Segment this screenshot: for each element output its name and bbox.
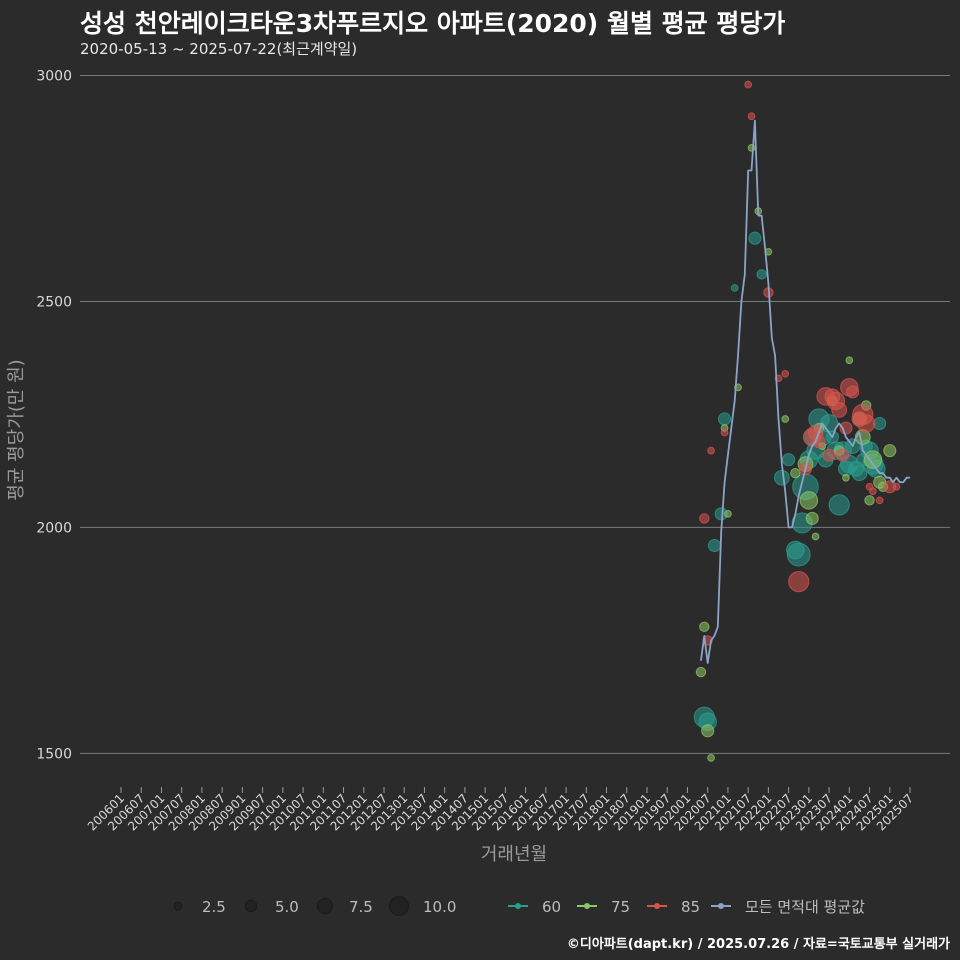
data-point-85 [707,446,715,455]
data-point-85 [892,482,901,491]
data-point-85 [781,369,790,378]
size-legend-dot [389,896,409,916]
data-point-85 [699,513,710,524]
size-legend-dot [244,899,258,913]
series-legend-label: 60 [542,898,561,916]
legend: 2.5 5.0 7.5 10.0 60 75 85 모든 면적대 평균값 [173,896,865,916]
source-caption: ©디아파트(dapt.kr) / 2025.07.26 / 자료=국토교통부 실… [566,937,950,952]
data-point-85 [720,428,729,437]
y-tick-label: 2000 [36,520,72,536]
data-point-60 [707,538,721,553]
series-legend-dot [515,903,521,909]
data-point-60 [782,453,796,467]
data-point-75 [781,415,790,423]
x-axis-title: 거래년월 [481,844,547,865]
series-legend-dot [718,903,724,909]
chart-title: 성성 천안레이크타운3차푸르지오 아파트(2020) 월별 평균 평당가 [80,9,786,38]
data-point-75 [699,621,710,633]
data-point-75 [799,491,819,510]
average-line [700,119,910,664]
size-legend-label: 2.5 [202,898,226,916]
data-point-75 [695,666,707,678]
size-legend-label: 7.5 [349,898,373,916]
data-point-85 [788,571,810,593]
data-point-85 [836,448,850,462]
data-point-75 [845,356,854,365]
data-point-85 [747,112,756,121]
data-point-60 [873,416,887,431]
data-point-60 [786,542,811,567]
data-point-85 [856,414,876,433]
data-point-60 [828,494,850,516]
data-point-85 [822,448,836,462]
size-legend-label: 10.0 [423,898,456,916]
series-legend-dot [584,903,590,909]
data-point-85 [744,80,753,89]
data-point-75 [883,444,897,458]
data-point-75 [863,450,883,469]
y-tick-label: 3000 [36,69,72,85]
data-point-75 [842,473,850,482]
data-point-75 [707,754,715,762]
data-point-60 [756,269,767,280]
data-point-75 [790,468,801,479]
y-tick-label: 1500 [36,746,72,762]
data-point-85 [846,385,860,399]
series-legend-label: 모든 면적대 평균값 [745,898,865,916]
chart-subtitle: 2020-05-13 ~ 2025-07-22(최근계약일) [80,40,358,58]
data-point-75 [864,495,875,506]
data-point-60 [748,231,762,245]
data-point-85 [875,496,884,505]
series-legend-label: 85 [681,898,700,916]
data-point-60 [773,469,790,486]
data-point-85 [831,402,848,418]
y-axis-ticks: 1500 2000 2500 3000 [36,69,72,763]
data-point-85 [869,487,877,496]
data-point-75 [805,511,819,525]
data-point-75 [701,724,715,738]
scatter-points [693,80,901,762]
y-axis-title: 평균 평당가(만 원) [6,359,27,500]
y-tick-label: 2500 [36,294,72,310]
size-legend-dot [173,901,183,911]
size-legend-label: 5.0 [275,898,299,916]
average-line-group [700,119,910,664]
data-point-60 [718,412,732,426]
series-legend-label: 75 [611,898,630,916]
size-legend-dot [316,897,334,915]
data-point-60 [851,465,868,482]
data-point-75 [811,532,820,541]
series-legend-dot [654,903,660,909]
x-axis-ticks: 2006012006072007012007072008012008072009… [85,787,916,834]
data-point-60 [730,284,739,292]
data-point-75 [724,510,732,518]
